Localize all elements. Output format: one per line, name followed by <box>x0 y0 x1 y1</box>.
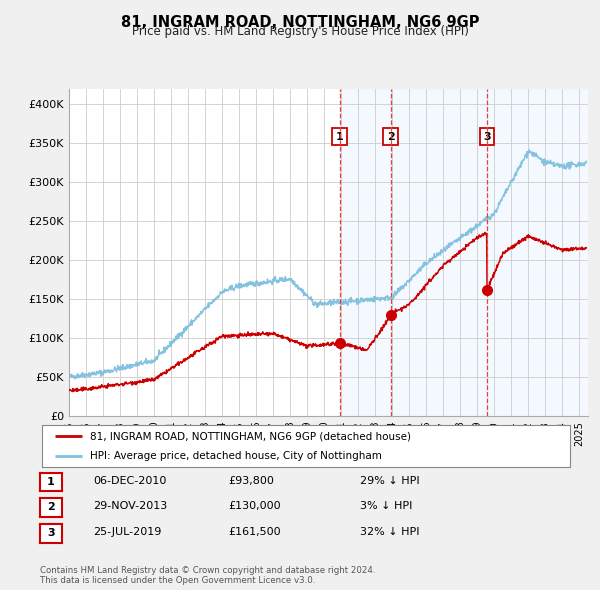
Text: Contains HM Land Registry data © Crown copyright and database right 2024.: Contains HM Land Registry data © Crown c… <box>40 566 376 575</box>
Text: 1: 1 <box>47 477 55 487</box>
Text: 3: 3 <box>483 132 491 142</box>
Bar <box>391 88 487 416</box>
Bar <box>487 88 588 416</box>
Text: Price paid vs. HM Land Registry's House Price Index (HPI): Price paid vs. HM Land Registry's House … <box>131 25 469 38</box>
Text: £161,500: £161,500 <box>228 527 281 537</box>
Text: 3% ↓ HPI: 3% ↓ HPI <box>360 502 412 511</box>
Text: 3: 3 <box>47 529 55 538</box>
Text: 25-JUL-2019: 25-JUL-2019 <box>93 527 161 537</box>
Bar <box>340 88 391 416</box>
Text: 2: 2 <box>47 503 55 512</box>
Text: 81, INGRAM ROAD, NOTTINGHAM, NG6 9GP: 81, INGRAM ROAD, NOTTINGHAM, NG6 9GP <box>121 15 479 30</box>
Text: £93,800: £93,800 <box>228 476 274 486</box>
Text: 29% ↓ HPI: 29% ↓ HPI <box>360 476 419 486</box>
Text: 32% ↓ HPI: 32% ↓ HPI <box>360 527 419 537</box>
Text: This data is licensed under the Open Government Licence v3.0.: This data is licensed under the Open Gov… <box>40 576 316 585</box>
Text: 2: 2 <box>387 132 395 142</box>
Text: £130,000: £130,000 <box>228 502 281 511</box>
Text: 29-NOV-2013: 29-NOV-2013 <box>93 502 167 511</box>
Text: 06-DEC-2010: 06-DEC-2010 <box>93 476 166 486</box>
Text: 81, INGRAM ROAD, NOTTINGHAM, NG6 9GP (detached house): 81, INGRAM ROAD, NOTTINGHAM, NG6 9GP (de… <box>89 431 410 441</box>
Text: HPI: Average price, detached house, City of Nottingham: HPI: Average price, detached house, City… <box>89 451 382 461</box>
Text: 1: 1 <box>336 132 344 142</box>
